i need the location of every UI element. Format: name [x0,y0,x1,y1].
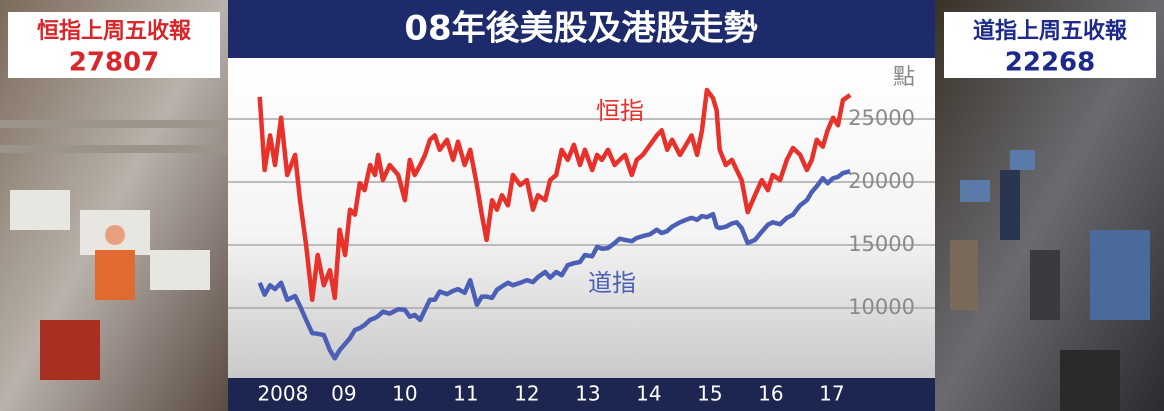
x-tick-label: 16 [758,382,783,406]
y-tick-label: 25000 [848,106,915,130]
title-bar [228,0,935,58]
callout-label: 道指上周五收報 [973,18,1128,44]
callout-value: 27807 [69,48,159,78]
chart-title: 08年後美股及港股走勢 [404,9,757,49]
dji-callout-box [944,12,1156,78]
x-axis-bar [228,378,935,411]
x-tick-label: 15 [697,382,722,406]
callout-label: 恒指上周五收報 [37,18,192,44]
y-tick-label: 15000 [848,232,915,256]
x-tick-label: 13 [575,382,600,406]
x-tick-label: 14 [636,382,661,406]
left-photo-detail [0,120,228,380]
plot-background [228,58,935,378]
hsi-callout-box [8,12,220,78]
x-tick-label: 2008 [257,382,308,406]
y-unit: 點 [893,65,915,90]
series-label: 道指 [588,269,636,297]
x-tick-label: 11 [453,382,478,406]
series-line [257,169,851,361]
series-label: 恒指 [596,97,644,125]
y-tick-label: 20000 [848,169,915,193]
right-photo-detail [950,150,1150,411]
callout-value: 22268 [1005,48,1095,78]
x-tick-label: 09 [331,382,356,406]
x-tick-label: 10 [392,382,417,406]
x-tick-label: 12 [514,382,539,406]
y-tick-label: 10000 [848,295,915,319]
series-line [257,87,852,303]
x-tick-label: 17 [819,382,844,406]
